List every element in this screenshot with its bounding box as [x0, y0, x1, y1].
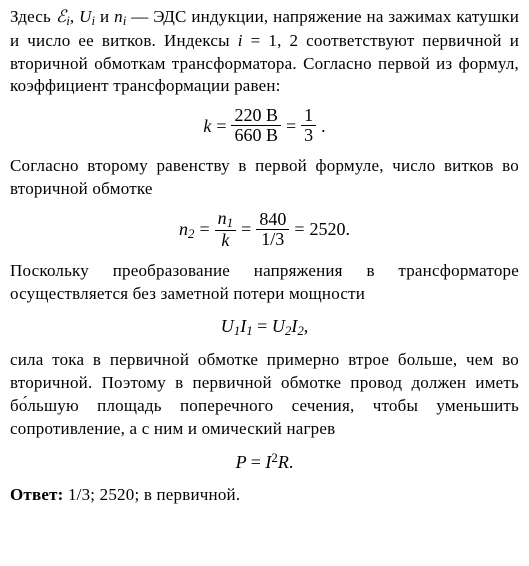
paragraph-3: Поскольку преобразование напряжения в тр…	[10, 260, 519, 306]
eq1-frac1: 220 В 660 В	[231, 106, 281, 145]
paragraph-1: Здесь ℰi, Ui и ni — ЭДС индукции, напряж…	[10, 6, 519, 98]
eq2-frac1: n1 k	[215, 209, 236, 250]
answer-line: Ответ: 1/3; 2520; в первичной.	[10, 484, 519, 507]
answer-label: Ответ:	[10, 485, 64, 504]
paragraph-4: сила тока в первичной обмотке примерно в…	[10, 349, 519, 441]
equation-n2: n2 = n1 k = 840 1/3 = 2520.	[10, 209, 519, 250]
paragraph-2: Согласно второму равенству в первой форм…	[10, 155, 519, 201]
answer-text: 1/3; 2520; в первичной.	[64, 485, 241, 504]
equation-p: P = I2R.	[10, 449, 519, 474]
eq2-frac2: 840 1/3	[256, 210, 289, 249]
eq1-frac2: 1 3	[301, 106, 316, 145]
equation-ui: U1I1 = U2I2,	[10, 314, 519, 340]
equation-k: k = 220 В 660 В = 1 3 .	[10, 106, 519, 145]
eq1-lhs: k	[203, 114, 211, 138]
